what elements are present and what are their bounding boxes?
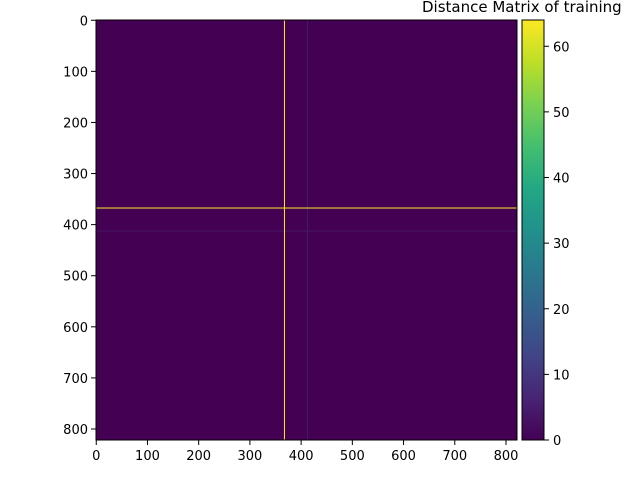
y-tick-label: 400 [63,219,88,234]
colorbar-tick-label: 10 [553,368,570,383]
colorbar [521,19,545,441]
colorbar-tick-label: 40 [553,172,570,187]
heatmap-row-stripe [96,207,517,209]
y-tick-label: 800 [63,423,88,438]
x-tick-label: 800 [494,449,519,464]
colorbar-tick-label: 0 [553,434,561,449]
x-axis: 0 100 200 300 400 500 600 700 800 [92,440,518,464]
x-tick-label: 400 [289,449,314,464]
x-tick-label: 100 [135,449,160,464]
colorbar-tick-label: 30 [553,237,570,252]
colorbar-tick-label: 60 [553,40,570,55]
y-tick-label: 300 [63,168,88,183]
colorbar-tick-label: 50 [553,106,570,121]
x-tick-label: 0 [92,449,100,464]
x-tick-label: 200 [186,449,211,464]
y-tick-label: 0 [80,14,88,29]
heatmap-col-stripe [283,20,285,440]
colorbar-axis: 0 10 20 30 40 50 60 [544,40,570,449]
y-tick-label: 500 [63,270,88,285]
colorbar-tick-label: 20 [553,303,570,318]
y-tick-label: 600 [63,321,88,336]
heatmap-frame [95,19,518,441]
heatmap-col-stripe [307,20,309,440]
chart-title: Distance Matrix of training [422,0,622,16]
x-tick-label: 700 [442,449,467,464]
y-tick-label: 700 [63,372,88,387]
heatmap-background [96,20,517,440]
x-tick-label: 300 [237,449,262,464]
x-tick-label: 600 [391,449,416,464]
heatmap-area [96,20,517,440]
heatmap-row-stripe [96,230,517,232]
y-tick-label: 100 [63,65,88,80]
x-tick-label: 500 [340,449,365,464]
y-tick-label: 200 [63,116,88,131]
y-axis: 0 100 200 300 400 500 600 700 800 [63,14,96,438]
